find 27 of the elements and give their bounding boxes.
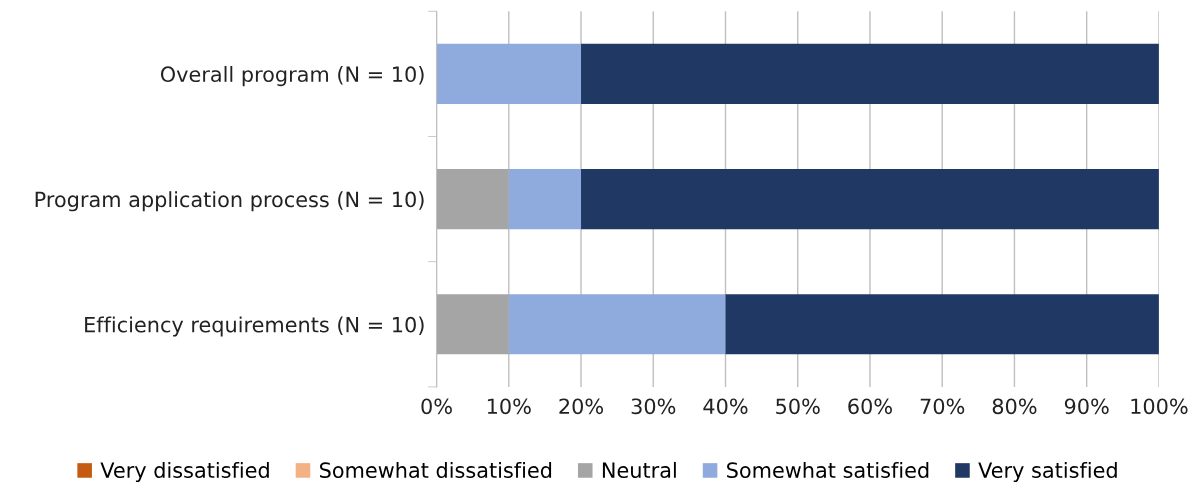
- x-tick-label: 60%: [848, 398, 892, 415]
- bar: [508, 294, 726, 355]
- x-tick-label: 20%: [559, 398, 604, 415]
- bar: [508, 169, 582, 230]
- x-tick-label: 100%: [1131, 398, 1188, 415]
- x-tick-label: 0%: [421, 398, 452, 415]
- bar: [436, 43, 582, 104]
- x-tick-label: 80%: [992, 398, 1037, 415]
- legend-label: Very satisfied: [978, 461, 1117, 483]
- x-tick-label: 30%: [631, 398, 676, 415]
- x-tick-label: 90%: [1064, 398, 1109, 415]
- bar: [581, 43, 1159, 104]
- x-tick-label: 50%: [776, 398, 820, 415]
- x-tick-label: 10%: [487, 398, 531, 415]
- bar: [581, 169, 1159, 230]
- y-tick-label: Efficiency requirements (N = 10): [85, 316, 424, 337]
- legend-label: Neutral: [602, 461, 676, 479]
- x-tick-label: 70%: [920, 398, 965, 415]
- x-tick-label: 40%: [703, 398, 748, 415]
- legend-label: Very dissatisfied: [100, 461, 269, 483]
- y-tick-label: Overall program (N = 10): [160, 65, 424, 87]
- legend-label: Somewhat dissatisfied: [319, 461, 552, 479]
- bar: [725, 294, 1159, 355]
- bar: [436, 169, 509, 230]
- bar: [436, 294, 509, 355]
- y-tick-label: Program application process (N = 10): [35, 191, 424, 212]
- legend-label: Somewhat satisfied: [727, 461, 929, 479]
